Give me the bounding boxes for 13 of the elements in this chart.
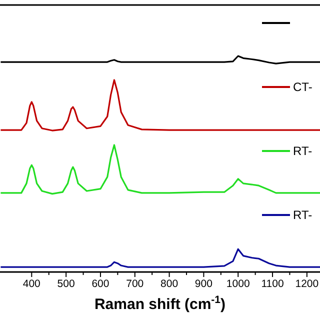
x-tick-label: 900: [194, 278, 213, 290]
x-tick-label: 400: [22, 278, 41, 290]
x-tick-label: 600: [92, 278, 110, 290]
legend-label: RT-: [293, 208, 312, 222]
x-tick-label: 700: [126, 278, 144, 290]
x-axis-title: Raman shift (cm$^{-1}$): [94, 294, 226, 313]
x-tick-label: 1000: [226, 278, 250, 290]
x-tick-label: 1200: [295, 278, 319, 290]
x-tick-label: 1100: [261, 278, 284, 290]
legend-label: CT-: [293, 80, 312, 94]
x-tick-label: 500: [57, 278, 75, 290]
x-tick-label: 800: [160, 278, 178, 290]
legend-label: RT-: [293, 144, 312, 158]
